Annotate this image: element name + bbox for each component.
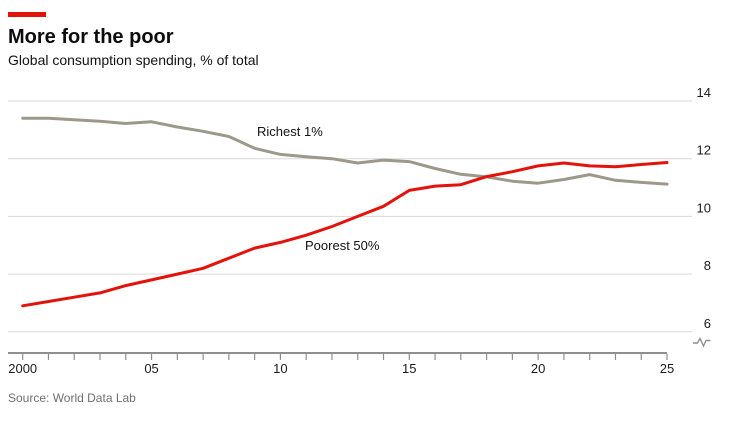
accent-bar xyxy=(8,12,46,17)
y-axis-tick-label: 14 xyxy=(697,85,711,100)
x-axis-tick-label: 2000 xyxy=(8,361,37,376)
y-axis-tick-label: 6 xyxy=(704,316,711,331)
x-axis-tick-label: 20 xyxy=(531,361,545,376)
y-axis-tick-label: 8 xyxy=(704,258,711,273)
series-line-poorest xyxy=(21,161,669,308)
x-axis-tick-label: 25 xyxy=(660,361,674,376)
axis-break-icon xyxy=(693,336,711,348)
y-axis-tick-label: 12 xyxy=(697,143,711,158)
source-note: Source: World Data Lab xyxy=(8,391,136,405)
series-line-richest xyxy=(21,116,669,186)
chart-subtitle: Global consumption spending, % of total xyxy=(8,52,259,68)
chart-title: More for the poor xyxy=(8,26,174,48)
x-axis-tick-label: 10 xyxy=(273,361,287,376)
y-axis-tick-label: 10 xyxy=(697,200,711,215)
series-label-poorest: Poorest 50% xyxy=(305,238,380,253)
x-axis-tick-label: 15 xyxy=(402,361,416,376)
x-axis-tick-label: 05 xyxy=(144,361,158,376)
series-label-richest: Richest 1% xyxy=(257,124,323,139)
